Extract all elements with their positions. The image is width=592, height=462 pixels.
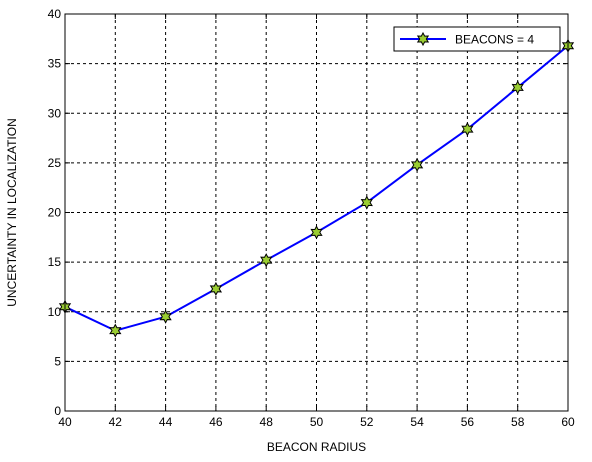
- x-tick-label: 58: [511, 415, 525, 429]
- y-tick-label: 20: [48, 206, 62, 220]
- data-point: [511, 80, 524, 95]
- y-tick-label: 35: [48, 57, 62, 71]
- data-point: [260, 253, 273, 268]
- x-tick-label: 56: [461, 415, 475, 429]
- data-point: [310, 225, 323, 240]
- legend-marker: [416, 31, 430, 47]
- x-tick-label: 54: [410, 415, 424, 429]
- x-tick-label: 48: [260, 415, 274, 429]
- legend-label: BEACONS = 4: [455, 33, 534, 47]
- x-axis-label: BEACON RADIUS: [267, 440, 366, 454]
- axis-ticks: 40 42 44 46 48 50 52 54 56 58 60 0 5 10 15 20 25 30 35 40: [48, 7, 575, 429]
- x-tick-label: 60: [561, 415, 575, 429]
- x-tick-label: 40: [58, 415, 72, 429]
- x-tick-label: 44: [159, 415, 173, 429]
- x-tick-label: 42: [109, 415, 123, 429]
- y-tick-label: 25: [48, 156, 62, 170]
- grid: [65, 14, 568, 411]
- x-tick-label: 50: [310, 415, 324, 429]
- x-tick-label: 52: [360, 415, 374, 429]
- y-tick-label: 30: [48, 106, 62, 120]
- x-tick-label: 46: [209, 415, 223, 429]
- y-tick-label: 15: [48, 255, 62, 269]
- data-point: [109, 323, 122, 338]
- data-point: [410, 157, 424, 172]
- y-tick-label: 0: [54, 404, 61, 418]
- legend-marker-holder: [416, 31, 430, 47]
- y-tick-label: 5: [54, 354, 61, 368]
- y-tick-label: 40: [48, 7, 62, 21]
- y-tick-label: 10: [48, 305, 62, 319]
- data-point: [209, 281, 223, 296]
- data-point: [461, 122, 474, 137]
- data-point: [159, 309, 172, 324]
- legend: BEACONS = 4: [393, 26, 561, 52]
- y-axis-label: UNCERTAINTY IN LOCALIZATION: [5, 118, 19, 306]
- data-point: [360, 195, 373, 210]
